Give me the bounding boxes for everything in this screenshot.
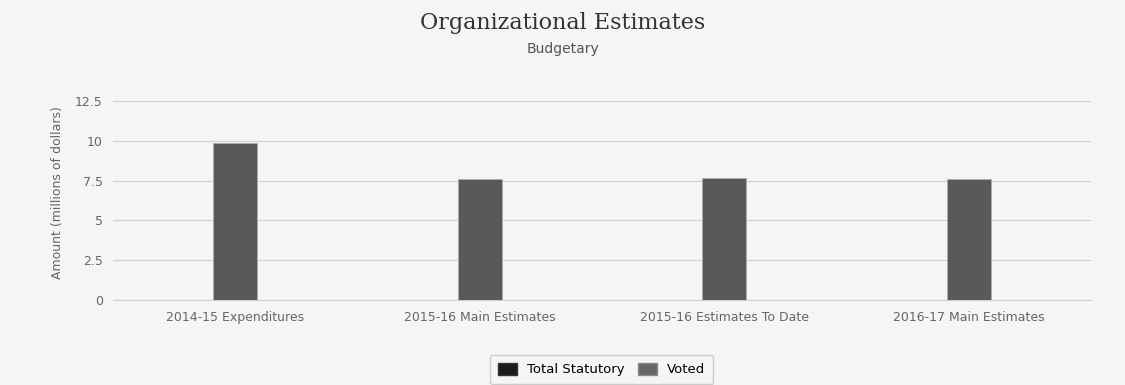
Bar — [458, 179, 502, 300]
Bar — [702, 178, 746, 300]
Legend: Total Statutory, Voted: Total Statutory, Voted — [490, 355, 713, 384]
Text: Organizational Estimates: Organizational Estimates — [420, 12, 705, 33]
Text: Budgetary: Budgetary — [526, 42, 598, 56]
Bar — [947, 179, 991, 300]
Bar — [213, 143, 256, 300]
Y-axis label: Amount (millions of dollars): Amount (millions of dollars) — [51, 106, 64, 279]
